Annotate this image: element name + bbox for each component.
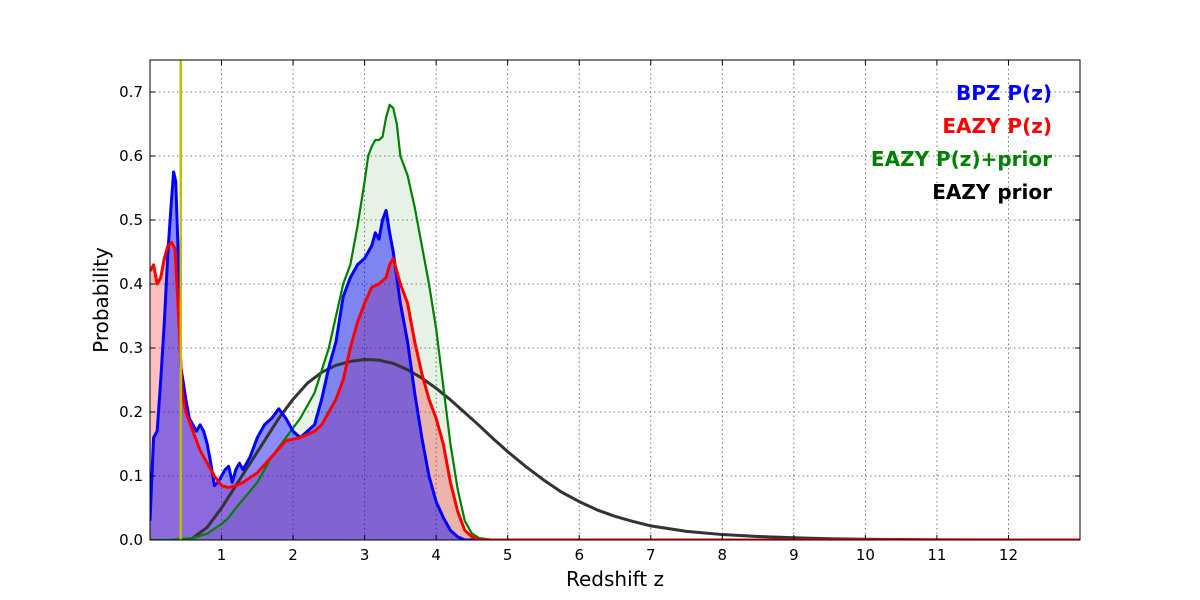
x-tick-label: 10 [856,546,875,564]
y-tick-label: 0.1 [119,467,143,485]
legend-entry-bpz-p-z: BPZ P(z) [956,81,1052,105]
x-tick-label: 3 [360,546,370,564]
y-tick-label: 0.2 [119,403,143,421]
y-tick-label: 0.4 [119,275,143,293]
x-tick-label: 4 [431,546,441,564]
legend-entry-eazy-p-z-prior: EAZY P(z)+prior [871,147,1052,171]
x-tick-label: 6 [574,546,584,564]
y-tick-label: 0.6 [119,147,143,165]
x-tick-label: 2 [288,546,298,564]
area-fill-eazy-p-z [150,242,1080,540]
area-fill-eazy-p-z-prior [150,104,1080,540]
y-tick-label: 0.7 [119,83,143,101]
legend: BPZ P(z) EAZY P(z) EAZY P(z)+prior EAZY pri… [871,81,1052,204]
series-line-eazy-p-z-prior [150,103,1080,540]
y-tick-label: 0.3 [119,339,143,357]
x-tick-label: 1 [217,546,227,564]
x-tick-label: 9 [789,546,799,564]
legend-entry-eazy-p-z: EAZY P(z) [942,114,1052,138]
x-tick-label: 5 [503,546,513,564]
x-tick-label: 11 [927,546,946,564]
series-line-eazy-prior [192,358,1009,540]
y-axis-label: Probability [89,247,113,353]
y-tick-label: 0.0 [119,531,143,549]
x-tick-label: 12 [999,546,1018,564]
plot-background [150,60,1080,540]
legend-entry-eazy-prior: EAZY prior [932,180,1052,204]
x-tick-label: 7 [646,546,656,564]
area-fill-bpz-p-z [150,172,1080,540]
x-tick-label: 8 [718,546,728,564]
y-tick-label: 0.5 [119,211,143,229]
plot-frame [149,59,1081,541]
series-lines [150,60,1080,540]
axis-ticks: 1 2 3 4 5 6 7 8 9 10 11 120.00.10.20.30.40.50.60.7 [119,60,1080,564]
area-fills [150,104,1080,540]
x-axis-label: Redshift z [566,567,664,591]
